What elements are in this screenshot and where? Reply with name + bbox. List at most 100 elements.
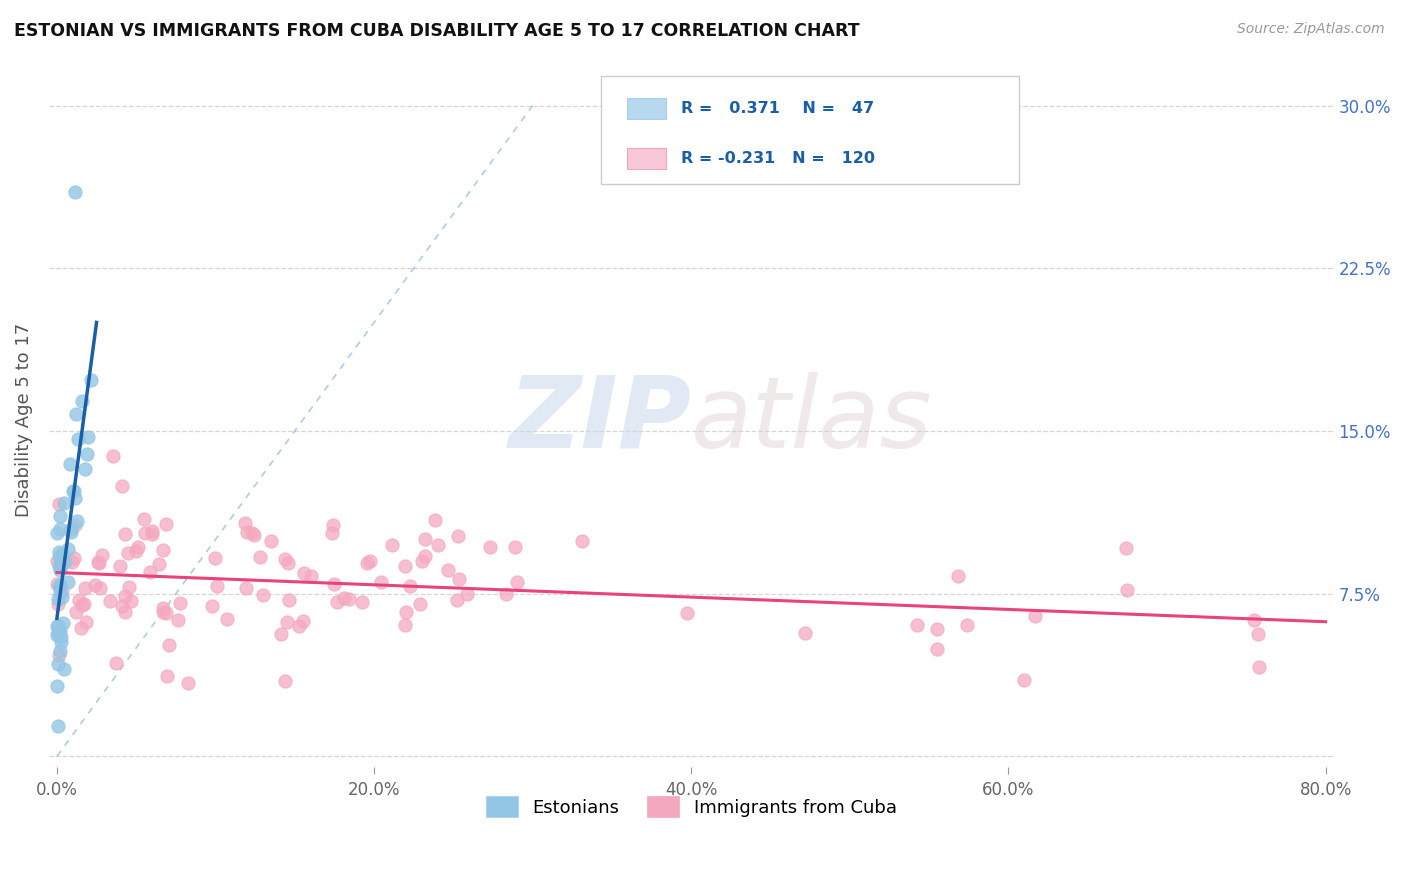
Point	[125, 544, 148, 558]
Point	[152, 600, 174, 615]
Point	[413, 532, 436, 546]
Point	[46, 718, 69, 732]
Point	[98, 594, 121, 608]
Legend: Estonians, Immigrants from Cuba: Estonians, Immigrants from Cuba	[478, 789, 904, 824]
Point	[49, 635, 72, 649]
Point	[118, 580, 141, 594]
Point	[152, 605, 174, 619]
Point	[233, 516, 256, 530]
Point	[48, 545, 70, 559]
Point	[141, 527, 163, 541]
Point	[46, 619, 69, 633]
Point	[46, 657, 69, 671]
Point	[426, 538, 449, 552]
Point	[495, 587, 517, 601]
Text: R = -0.231   N =   120: R = -0.231 N = 120	[681, 151, 875, 166]
Point	[105, 656, 128, 670]
Point	[1115, 541, 1137, 555]
Point	[322, 517, 344, 532]
Point	[292, 566, 315, 580]
Point	[66, 432, 89, 446]
Point	[49, 552, 72, 566]
Point	[249, 550, 271, 565]
Point	[321, 526, 343, 541]
Point	[138, 565, 160, 579]
Point	[277, 556, 299, 570]
Point	[276, 615, 298, 630]
Point	[49, 578, 72, 592]
Point	[148, 557, 170, 571]
Point	[1024, 608, 1046, 623]
Point	[394, 559, 416, 574]
Point	[111, 599, 134, 613]
Point	[157, 638, 180, 652]
Point	[49, 585, 72, 599]
Point	[141, 524, 163, 539]
Point	[70, 393, 93, 408]
Text: Source: ZipAtlas.com: Source: ZipAtlas.com	[1237, 22, 1385, 37]
Point	[395, 605, 418, 619]
FancyBboxPatch shape	[602, 77, 1019, 184]
Point	[77, 430, 100, 444]
Point	[114, 589, 136, 603]
Point	[1247, 660, 1270, 674]
Point	[65, 605, 87, 619]
Point	[60, 524, 83, 539]
Point	[48, 497, 70, 511]
Point	[48, 508, 70, 523]
Point	[49, 624, 72, 638]
Point	[84, 578, 107, 592]
Point	[63, 483, 86, 498]
Point	[235, 581, 257, 595]
Point	[456, 587, 478, 601]
Point	[89, 582, 111, 596]
Point	[51, 590, 73, 604]
Point	[63, 518, 86, 533]
Point	[394, 618, 416, 632]
Point	[243, 528, 266, 542]
Point	[956, 618, 979, 632]
Point	[927, 642, 949, 657]
Point	[236, 524, 259, 539]
Point	[51, 631, 73, 645]
Point	[274, 551, 297, 566]
Point	[506, 575, 529, 590]
Point	[447, 529, 470, 543]
Point	[76, 615, 98, 629]
Point	[169, 596, 191, 610]
Point	[478, 540, 501, 554]
Point	[413, 549, 436, 564]
Point	[87, 555, 110, 569]
Point	[132, 511, 155, 525]
Point	[948, 569, 970, 583]
Point	[409, 598, 432, 612]
Point	[291, 614, 314, 628]
Point	[52, 662, 75, 676]
Point	[326, 595, 349, 609]
Point	[127, 540, 149, 554]
Point	[49, 522, 72, 536]
Point	[49, 563, 72, 577]
Point	[48, 559, 70, 574]
FancyBboxPatch shape	[627, 148, 665, 169]
Point	[51, 584, 73, 599]
Text: ZIP: ZIP	[508, 372, 692, 468]
Point	[46, 598, 69, 612]
Point	[155, 516, 177, 531]
Point	[62, 484, 84, 499]
Point	[359, 554, 381, 568]
Point	[676, 606, 699, 620]
Point	[46, 526, 69, 541]
Point	[446, 593, 468, 607]
Point	[201, 599, 224, 613]
Point	[503, 540, 526, 554]
Point	[423, 513, 446, 527]
Point	[381, 538, 404, 552]
Point	[58, 542, 80, 557]
Point	[260, 533, 283, 548]
Point	[436, 563, 458, 577]
Point	[87, 556, 110, 570]
Point	[67, 592, 90, 607]
Point	[398, 578, 420, 592]
Point	[49, 579, 72, 593]
